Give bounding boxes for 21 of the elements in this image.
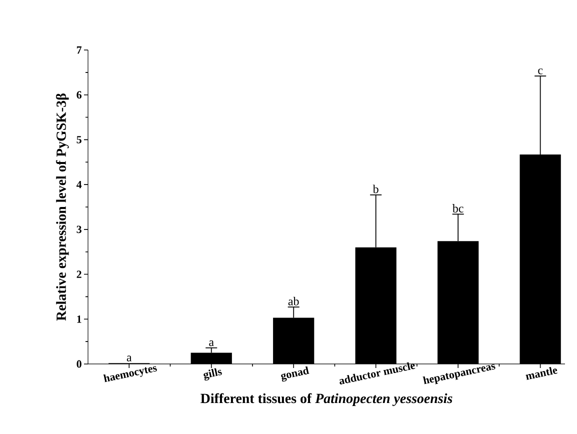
annotation: a — [209, 340, 214, 346]
y-tick-label: 6 — [76, 91, 82, 99]
annotation: a — [126, 356, 132, 362]
y-tick-label: 5 — [76, 136, 82, 144]
y-tick-label: 1 — [77, 316, 82, 323]
annotation: c — [538, 68, 543, 74]
y-tick-label: 3 — [76, 226, 82, 234]
y-axis-title: Relative expression level of PyGSK-3β — [56, 94, 69, 321]
y-tick-label: 0 — [76, 360, 82, 368]
annotation: ab — [288, 296, 299, 306]
annotation: bc — [452, 204, 464, 212]
y-tick-label: 4 — [76, 180, 82, 188]
x-tick-label: adductor muscle — [340, 362, 416, 384]
x-tick-label: gonad — [281, 366, 310, 382]
x-tick-label: haemocytes — [103, 366, 157, 382]
y-tick-label: 2 — [76, 270, 82, 278]
y-tick-label: 7 — [76, 46, 82, 54]
x-axis-title: Different tissues of Patinopecten yessoensis — [200, 393, 452, 406]
x-tick-label: mantle — [526, 366, 558, 380]
x-tick-label: gills — [204, 368, 222, 381]
annotation: b — [372, 184, 378, 194]
